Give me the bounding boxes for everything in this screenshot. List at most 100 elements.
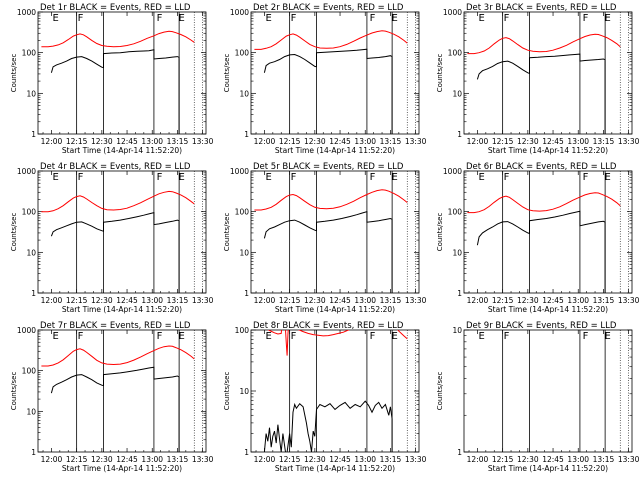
x-tick-label: 13:00 [567, 137, 589, 146]
mode-marker-label: F [370, 172, 376, 183]
x-tick-label: 13:30 [405, 455, 427, 464]
mode-marker-label: F [78, 172, 84, 183]
mode-marker-label: F [370, 13, 376, 24]
panel-title: Det 7r BLACK = Events, RED = LLD [40, 321, 191, 331]
panel-det-6r: Det 6r BLACK = Events, RED = LLD 1 10 100 10… [436, 162, 640, 314]
mode-marker-label: E [265, 172, 271, 183]
x-tick-label: 13:00 [354, 455, 376, 464]
events-series-line [50, 49, 180, 134]
x-tick-label: 13:00 [567, 296, 589, 305]
lld-series-line [254, 189, 408, 211]
x-tick-label: 13:15 [593, 137, 615, 146]
x-tick-label: 13:00 [567, 455, 589, 464]
y-tick-label: 1000 [17, 167, 36, 176]
y-axis-label: Counts/sec [223, 54, 231, 93]
y-tick-label: 1 [244, 448, 249, 457]
x-tick-label: 13:15 [380, 455, 402, 464]
mode-marker-label: E [604, 331, 610, 342]
panel-det-3r: Det 3r BLACK = Events, RED = LLD 1 10 100 10… [436, 3, 640, 155]
x-tick-label: 13:30 [618, 296, 640, 305]
x-tick-label: 13:00 [354, 296, 376, 305]
y-tick-label: 100 [22, 49, 37, 58]
x-tick-label: 13:15 [380, 137, 402, 146]
x-tick-label: 12:45 [116, 137, 138, 146]
x-tick-label: 12:00 [467, 137, 489, 146]
x-tick-label: 13:15 [593, 455, 615, 464]
x-tick-label: 13:15 [167, 296, 189, 305]
plot-frame [250, 11, 420, 135]
x-tick-label: 12:30 [304, 137, 326, 146]
y-tick-label: 1 [457, 289, 462, 298]
panel-title: Det 2r BLACK = Events, RED = LLD [253, 3, 404, 13]
lld-series-line [41, 345, 195, 367]
plot-frame [463, 170, 633, 294]
x-tick-label: 13:30 [405, 296, 427, 305]
y-tick-label: 1 [31, 448, 36, 457]
panel-title: Det 8r BLACK = Events, RED = LLD [253, 321, 404, 331]
lld-series-line [267, 330, 408, 356]
y-tick-label: 10 [239, 248, 249, 257]
plot-frame [250, 329, 420, 453]
x-tick-label: 12:00 [254, 455, 276, 464]
panel-title: Det 1r BLACK = Events, RED = LLD [40, 3, 191, 13]
y-axis-label: Counts/sec [436, 213, 444, 252]
y-axis-label: Counts/sec [10, 54, 18, 93]
x-tick-label: 12:30 [91, 296, 113, 305]
x-tick-label: 13:30 [192, 296, 214, 305]
y-tick-label: 100 [235, 208, 250, 217]
y-tick-label: 100 [22, 208, 37, 217]
x-tick-label: 13:30 [192, 137, 214, 146]
x-tick-label: 12:30 [517, 455, 539, 464]
y-tick-label: 100 [448, 208, 463, 217]
x-tick-label: 12:00 [467, 455, 489, 464]
x-tick-label: 12:00 [41, 296, 63, 305]
mode-marker-label: E [52, 172, 58, 183]
mode-marker-label: E [178, 331, 184, 342]
panel-title: Det 6r BLACK = Events, RED = LLD [466, 162, 617, 172]
y-tick-label: 1 [244, 130, 249, 139]
x-tick-label: 13:30 [618, 137, 640, 146]
x-tick-label: 12:45 [116, 455, 138, 464]
mode-marker-label: F [157, 13, 163, 24]
mode-marker-label: E [391, 172, 397, 183]
y-tick-label: 1000 [230, 167, 249, 176]
x-tick-label: 13:30 [618, 455, 640, 464]
panel-title: Det 4r BLACK = Events, RED = LLD [40, 162, 191, 172]
x-tick-label: 12:30 [91, 137, 113, 146]
mode-marker-label: F [583, 331, 589, 342]
x-tick-label: 12:45 [329, 296, 351, 305]
y-tick-label: 1000 [443, 167, 462, 176]
x-tick-label: 12:15 [66, 296, 88, 305]
y-tick-label: 10 [26, 248, 36, 257]
lld-series-line [254, 30, 408, 50]
mode-marker-label: E [178, 172, 184, 183]
y-tick-label: 10 [452, 326, 462, 335]
x-tick-label: 12:00 [254, 137, 276, 146]
x-tick-label: 12:30 [91, 455, 113, 464]
mode-marker-label: E [478, 331, 484, 342]
x-tick-label: 12:45 [329, 137, 351, 146]
x-axis-label: Start Time (14-Apr-14 11:52:20) [275, 464, 395, 473]
events-series-line [263, 400, 393, 452]
x-tick-label: 12:15 [66, 455, 88, 464]
mode-marker-label: E [265, 331, 271, 342]
mode-marker-label: F [157, 172, 163, 183]
x-tick-label: 13:30 [405, 137, 427, 146]
x-tick-label: 12:00 [41, 455, 63, 464]
y-axis-label: Counts/sec [10, 213, 18, 252]
x-axis-label: Start Time (14-Apr-14 11:52:20) [62, 464, 182, 473]
plot-frame [37, 170, 207, 294]
x-tick-label: 12:15 [492, 137, 514, 146]
panel-det-1r: Det 1r BLACK = Events, RED = LLD 1 10 100 10… [10, 3, 214, 155]
y-tick-label: 1 [457, 130, 462, 139]
x-tick-label: 12:45 [329, 455, 351, 464]
x-tick-label: 12:45 [542, 137, 564, 146]
mode-marker-label: E [478, 172, 484, 183]
y-tick-label: 1 [457, 448, 462, 457]
x-axis-label: Start Time (14-Apr-14 11:52:20) [62, 146, 182, 155]
mode-marker-label: F [291, 172, 297, 183]
panel-title: Det 3r BLACK = Events, RED = LLD [466, 3, 617, 13]
x-tick-label: 13:15 [593, 296, 615, 305]
mode-marker-label: E [604, 172, 610, 183]
y-tick-label: 10 [239, 387, 249, 396]
